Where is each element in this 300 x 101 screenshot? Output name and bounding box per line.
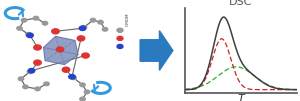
Text: OMOM: OMOM (125, 13, 130, 26)
Circle shape (34, 60, 41, 65)
Circle shape (23, 85, 28, 89)
Circle shape (28, 68, 35, 73)
Circle shape (77, 36, 85, 41)
Circle shape (56, 47, 64, 52)
Circle shape (17, 26, 22, 30)
Circle shape (81, 25, 87, 29)
Circle shape (79, 26, 86, 31)
Circle shape (102, 27, 108, 31)
Circle shape (44, 82, 49, 86)
Circle shape (117, 36, 123, 40)
Circle shape (69, 75, 75, 79)
Circle shape (52, 29, 59, 34)
Circle shape (90, 18, 96, 22)
Circle shape (42, 21, 48, 25)
Circle shape (117, 28, 123, 32)
X-axis label: T: T (237, 94, 244, 101)
Circle shape (71, 76, 76, 80)
Circle shape (18, 77, 24, 81)
Polygon shape (44, 36, 78, 65)
Circle shape (33, 16, 39, 20)
Circle shape (62, 67, 70, 72)
Title: DSC: DSC (229, 0, 252, 7)
Circle shape (82, 53, 89, 58)
Circle shape (84, 90, 90, 94)
Circle shape (80, 97, 85, 101)
Circle shape (35, 87, 40, 91)
Circle shape (27, 70, 33, 74)
Circle shape (80, 83, 85, 87)
Circle shape (98, 20, 103, 24)
Circle shape (26, 33, 31, 36)
Circle shape (27, 33, 33, 38)
FancyArrow shape (140, 31, 173, 70)
Circle shape (117, 44, 123, 48)
Circle shape (21, 18, 27, 22)
Circle shape (34, 45, 41, 50)
